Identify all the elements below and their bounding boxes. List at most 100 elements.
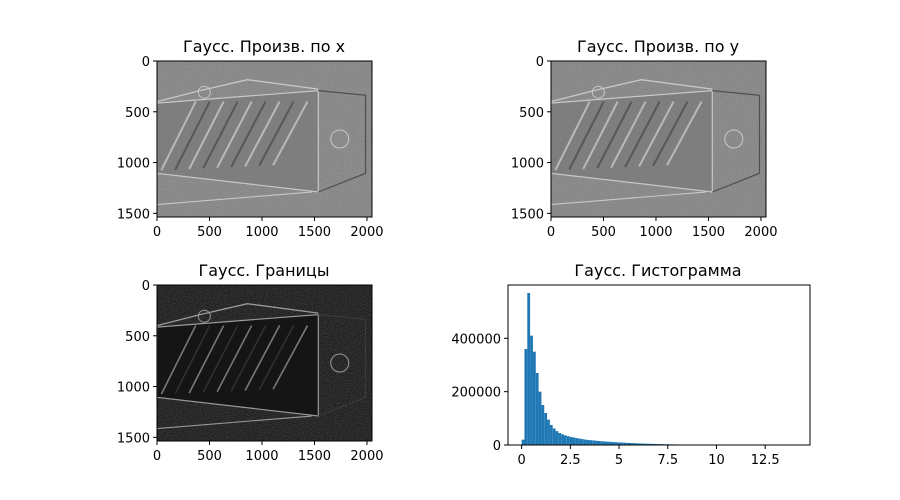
histogram-bar <box>558 433 562 445</box>
histogram-bar <box>623 442 627 445</box>
histogram-bar <box>566 436 570 445</box>
subplot-title: Гаусс. Гистограмма <box>574 261 741 280</box>
histogram-bar <box>561 434 565 445</box>
histogram-bar <box>524 349 528 445</box>
histogram-bar <box>541 405 545 445</box>
subplot-deriv-x: Гаусс. Произв. по x 0 500 1000 1500 2000 0 500… <box>117 37 384 240</box>
histogram-bar <box>600 441 604 445</box>
x-tick-label: 1000 <box>245 225 278 240</box>
y-tick-label: 1500 <box>117 207 150 222</box>
histogram-bar <box>530 335 533 445</box>
axes-deriv-y: 0 500 1000 1500 2000 0 500 1000 1500 <box>511 55 778 240</box>
y-tick-label: 1000 <box>117 157 150 172</box>
tree-outline <box>591 85 605 99</box>
histogram-bar <box>597 441 601 445</box>
histogram-bar <box>589 440 593 445</box>
stripe-line <box>244 325 281 391</box>
histogram-bar <box>609 441 613 445</box>
histogram-bar <box>583 439 587 445</box>
y-tick-label: 0 <box>142 279 150 294</box>
tree-outline <box>197 309 211 323</box>
stripe-line <box>582 101 619 170</box>
x-tick-label: 500 <box>197 225 222 240</box>
histogram-bar <box>654 443 658 445</box>
roof-edge <box>156 303 319 327</box>
ground-line <box>156 415 312 430</box>
x-tick-label: 1500 <box>298 225 331 240</box>
x-tick-label: 1000 <box>245 449 278 464</box>
x-tick-label: 7.5 <box>657 453 678 468</box>
container-stripes <box>160 101 309 171</box>
plant-outline <box>724 129 744 149</box>
stripe-line <box>230 101 267 168</box>
stripe-line <box>610 101 647 169</box>
subplot-title: Гаусс. Произв. по y <box>577 37 739 56</box>
stripe-line <box>160 101 197 171</box>
stripe-line <box>244 101 281 167</box>
stripe-line <box>666 101 703 166</box>
stripe-line <box>202 325 239 393</box>
x-tick-label: 2000 <box>744 225 777 240</box>
stripe-line <box>638 101 675 167</box>
axes-frame <box>156 284 373 442</box>
histogram-bar <box>538 391 542 445</box>
axes-frame <box>156 60 373 218</box>
histogram-bar <box>552 428 556 445</box>
axes-frame <box>507 284 811 446</box>
histogram-bar <box>555 431 559 445</box>
x-tick-label: 0 <box>517 453 525 468</box>
x-tick-label: 0 <box>153 449 161 464</box>
container-stripes <box>160 325 309 395</box>
stripe-line <box>174 325 211 394</box>
stripe-line <box>188 101 225 170</box>
x-tick-label: 10 <box>708 453 725 468</box>
stripe-line <box>216 325 253 393</box>
x-tick-label: 500 <box>197 449 222 464</box>
stripe-line <box>188 325 225 394</box>
stripe-line <box>272 325 309 390</box>
roof-edge <box>156 79 319 103</box>
ground-line <box>550 191 706 206</box>
histogram-bar <box>614 442 618 445</box>
x-tick-label: 2000 <box>350 449 383 464</box>
plant-outline <box>330 353 350 373</box>
histogram-bar <box>628 443 632 445</box>
histogram-bar <box>640 443 644 445</box>
y-tick-label: 500 <box>519 106 544 121</box>
x-tick-label: 1500 <box>298 449 331 464</box>
stripe-line <box>230 325 267 392</box>
histogram-bar <box>595 440 598 445</box>
stripe-line <box>272 101 309 166</box>
y-tick-label: 0 <box>142 55 150 70</box>
histogram-bar <box>634 443 638 445</box>
y-tick-label: 500 <box>125 330 150 345</box>
histogram-bar <box>569 437 573 445</box>
subplot-histogram: Гаусс. Гистограмма 0 2.5 5 7.5 10 12.5 0 200000… <box>451 261 811 468</box>
axes-edges: 0 500 1000 1500 2000 0 500 1000 1500 <box>117 279 384 464</box>
subplot-edges: Гаусс. Границы 0 500 1000 1500 2000 0 500 1000 1… <box>117 261 384 464</box>
image-deriv-y <box>550 61 766 217</box>
histogram-bar <box>544 413 548 445</box>
stripe-line <box>568 101 605 171</box>
side-face <box>712 90 761 193</box>
subplot-title: Гаусс. Произв. по x <box>183 37 345 56</box>
y-tick-label: 1500 <box>117 431 150 446</box>
stripe-line <box>202 101 239 169</box>
subplot-title: Гаусс. Границы <box>199 261 330 280</box>
stripe-line <box>216 101 253 169</box>
stripe-line <box>652 101 689 167</box>
stripe-line <box>554 101 591 171</box>
axes-deriv-x: 0 500 1000 1500 2000 0 500 1000 1500 <box>117 55 384 240</box>
histogram-bar <box>592 440 596 445</box>
ground-line <box>156 191 312 206</box>
side-face <box>318 314 367 417</box>
container-stripes <box>554 101 703 171</box>
histogram-bar <box>617 442 621 445</box>
y-tick-label: 1500 <box>511 207 544 222</box>
image-deriv-x <box>156 61 372 217</box>
x-tick-label: 5 <box>615 453 623 468</box>
histogram-bar <box>637 443 641 445</box>
histogram-bar <box>631 443 635 445</box>
histogram-bar <box>535 373 539 445</box>
